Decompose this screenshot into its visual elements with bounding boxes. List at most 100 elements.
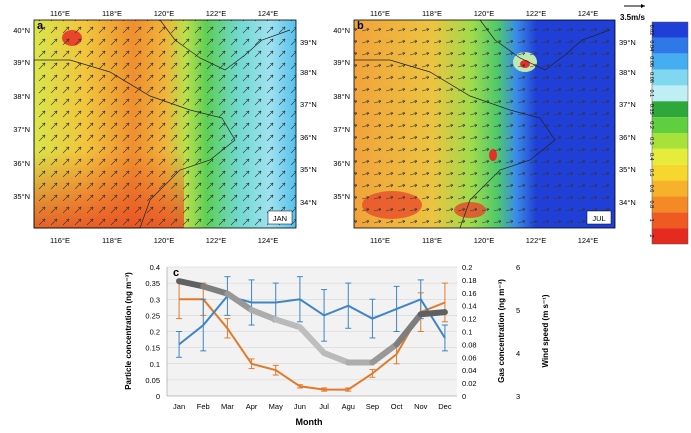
month-tick-6: Jul (319, 402, 329, 411)
particle-series-line (179, 298, 446, 391)
colorbar-swatch-0 (652, 22, 688, 38)
map-b-lon-bottom-0: 116°E (370, 236, 390, 245)
colorbar-label-6: 0.2 (648, 121, 654, 129)
wind-tick-1: 4 (516, 349, 520, 358)
wind-series-segment-5 (296, 324, 328, 356)
map-a-lon-top-1: 118°E (102, 9, 122, 18)
chart-wind-axis-title: Wind speed (m s⁻¹) (541, 294, 550, 367)
colorbar-label-12: 1 (648, 219, 654, 222)
map-a-lon-top-0: 116°E (50, 9, 70, 18)
wind-tick-3: 6 (516, 263, 520, 272)
map-b-lat-left-2: 38°N (333, 92, 350, 101)
colorbar: 0.02 0.04 0.06 0.08 0.1 0.15 0.2 0.3 0.4 0.5 0.6 0.… (648, 21, 689, 245)
colorbar-label-1: 0.04 (648, 40, 654, 51)
month-tick-11: Dec (438, 402, 452, 411)
colorbar-swatch-4 (652, 85, 688, 102)
map-a-lat-right-3: 36°N (300, 133, 317, 142)
map-a-lat-left-2: 38°N (13, 92, 30, 101)
map-b-lat-right-5: 34°N (619, 198, 636, 207)
wind-series-segment-2 (224, 290, 255, 313)
map-a-lat-left-0: 40°N (13, 26, 30, 35)
colorbar-swatch-8 (652, 148, 688, 165)
particle-tick-2: 0.1 (150, 360, 160, 369)
map-b-lon-top-4: 124°E (578, 9, 599, 18)
chart-particle-axis-title: Particle concentration (ng m⁻³) (124, 272, 133, 390)
map-b-lat-left-5: 35°N (333, 192, 350, 201)
map-panel-a: a JAN 116°E 116°E 118°E 118°E 120°E 120°E 122°… (13, 9, 317, 245)
colorbar-swatch-7 (652, 133, 688, 149)
wind-series-segment-10 (417, 309, 448, 318)
gas-series-line (178, 294, 446, 346)
map-b-lon-bottom-4: 124°E (578, 236, 599, 245)
map-b-lon-top-0: 116°E (370, 9, 390, 18)
month-tick-5: Jun (294, 402, 306, 411)
map-a-lat-left-1: 39°N (13, 58, 30, 67)
colorbar-label-9: 0.5 (648, 169, 654, 177)
gas-tick-7: 0.14 (462, 302, 477, 311)
map-a-lat-right-1: 38°N (300, 68, 317, 77)
gas-tick-8: 0.16 (462, 289, 477, 298)
particle-tick-6: 0.3 (150, 295, 160, 304)
map-a-lat-left-5: 35°N (13, 192, 30, 201)
map-b-lon-ticks: 116°E 116°E 118°E 118°E 120°E 120°E 122°E 122°E… (370, 9, 598, 245)
chart-panel-c: c 00.050.10.150.20.250.30.350.4 00.020.0… (124, 263, 550, 427)
gas-tick-2: 0.04 (462, 366, 477, 375)
map-b-lon-bottom-1: 118°E (422, 236, 442, 245)
particle-tick-7: 0.35 (145, 279, 160, 288)
map-a-lon-ticks: 116°E 116°E 118°E 118°E 120°E 120°E 122°E 122°E… (50, 9, 278, 245)
colorbar-swatch-5 (652, 101, 688, 118)
colorbar-label-2: 0.06 (648, 56, 654, 67)
gas-tick-5: 0.1 (462, 328, 472, 337)
panel-a-letter: a (37, 20, 44, 32)
colorbar-label-5: 0.15 (648, 104, 654, 115)
chart-series (176, 276, 448, 392)
map-b-lat-right-3: 36°N (619, 133, 636, 142)
gas-tick-4: 0.08 (462, 340, 477, 349)
gas-tick-1: 0.02 (462, 379, 477, 388)
map-a-lon-bottom-4: 124°E (258, 236, 279, 245)
map-b-lat-left-3: 37°N (333, 125, 350, 134)
map-a-lon-top-4: 124°E (258, 9, 279, 18)
wind-series-segment-1 (200, 283, 231, 297)
map-a-month-label: JAN (273, 214, 287, 223)
map-b-lat-left-1: 39°N (333, 58, 350, 67)
particle-tick-1: 0.05 (145, 376, 160, 385)
gas-tick-9: 0.18 (462, 276, 477, 285)
particle-tick-0: 0 (156, 392, 160, 401)
gas-axis-ticks: 0 0.02 0.04 0.06 0.08 0.1 0.12 0.14 0.16 0.18 0.2 (462, 263, 477, 401)
colorbar-label-10: 0.6 (648, 185, 654, 193)
map-b-lat-right-1: 38°N (619, 68, 636, 77)
map-b-lon-bottom-3: 122°E (526, 236, 547, 245)
wind-scale: 3.5m/s (620, 4, 645, 22)
map-b-month-label: JUL (592, 214, 605, 223)
colorbar-label-0: 0.02 (648, 25, 654, 36)
gas-tick-6: 0.12 (462, 315, 477, 324)
month-tick-10: Nov (414, 402, 428, 411)
wind-series-segment-6 (321, 350, 352, 366)
particle-tick-3: 0.15 (145, 344, 160, 353)
wind-series-segment-4 (272, 316, 303, 331)
map-a-lon-bottom-2: 120°E (154, 236, 175, 245)
map-a-lon-bottom-1: 118°E (102, 236, 122, 245)
colorbar-swatch-2 (652, 53, 688, 70)
wind-series-segment-3 (248, 307, 279, 323)
month-tick-8: Sep (366, 402, 379, 411)
map-b-lat-right-2: 37°N (619, 100, 636, 109)
wind-series-segment-9 (393, 311, 424, 348)
particle-tick-8: 0.4 (150, 263, 160, 272)
map-b-month-box (586, 210, 612, 225)
panel-b-letter: b (357, 20, 364, 32)
chart-x-axis-title: Month (296, 417, 323, 427)
chart-gas-axis-title: Gas concentration (ng m⁻³) (497, 279, 506, 383)
wind-scale-arrowhead (641, 4, 645, 8)
gas-tick-3: 0.06 (462, 353, 477, 362)
map-b-wind-vectors (354, 20, 615, 228)
map-b-lat-ticks: 40°N 39°N 38°N 37°N 36°N 35°N 39°N 38°N 37°N 36°N… (333, 26, 636, 207)
map-a-lat-right-0: 39°N (300, 38, 317, 47)
colorbar-swatch-1 (652, 37, 688, 54)
map-a-lon-top-3: 122°E (206, 9, 227, 18)
colorbar-label-3: 0.08 (648, 72, 654, 83)
wind-series-segment-0 (176, 278, 207, 290)
colorbar-swatch-10 (652, 180, 688, 197)
map-b-lon-top-2: 120°E (474, 9, 495, 18)
